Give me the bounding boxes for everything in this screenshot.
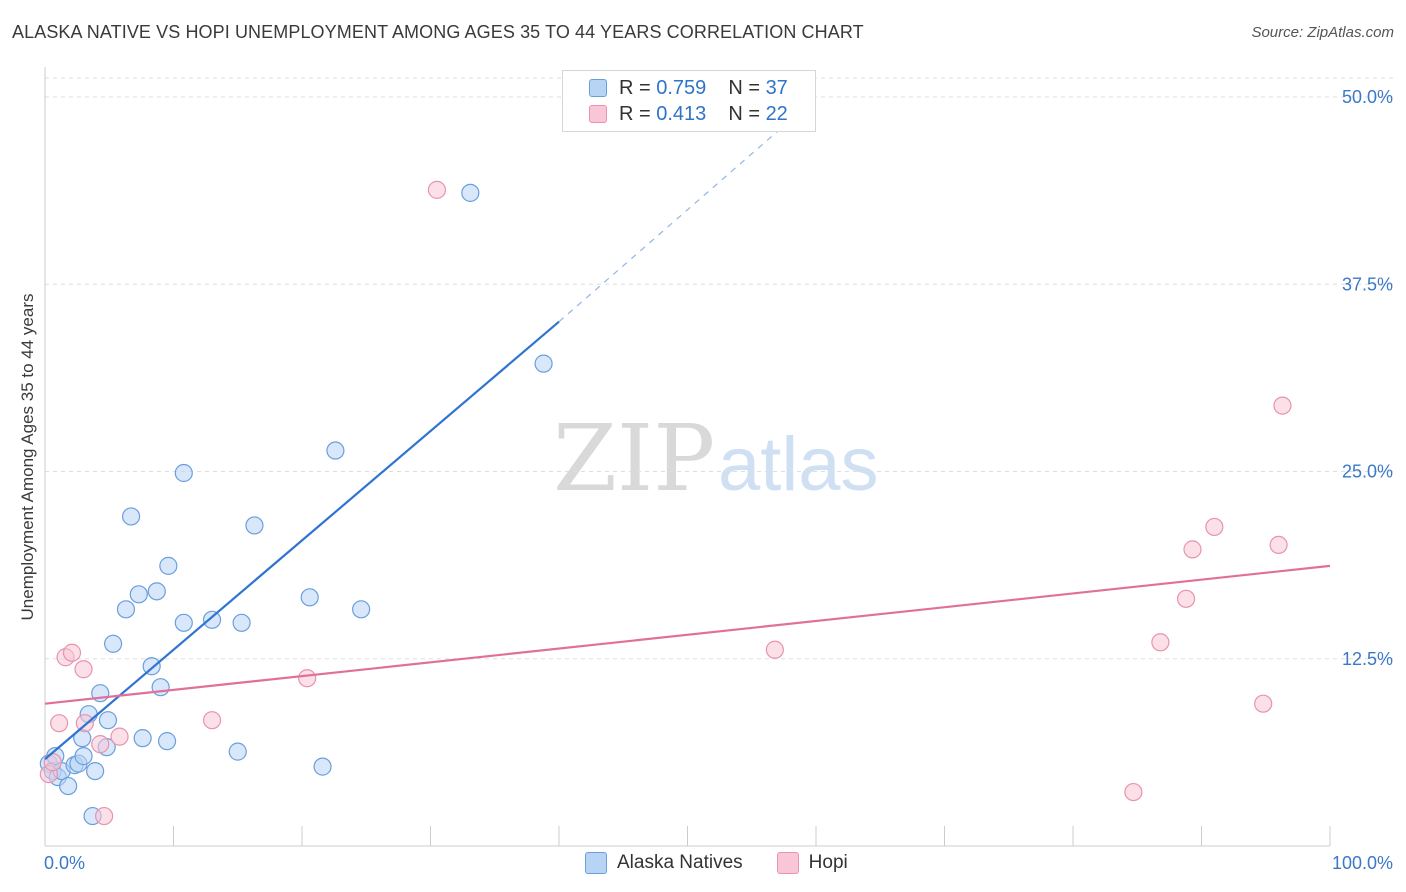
hopi-n-label: N = xyxy=(728,102,760,125)
alaska-n-label: N = xyxy=(728,76,760,99)
alaska-point xyxy=(104,634,123,653)
legend-row-hopi: R = 0.413 N = 22 xyxy=(589,102,788,126)
alaska-point xyxy=(98,711,118,730)
y-tick-label: 50.0% xyxy=(1342,87,1393,107)
hopi-point xyxy=(110,727,129,746)
alaska-r-value: 0.759 xyxy=(656,76,707,99)
hopi-point xyxy=(43,753,62,772)
source-label: Source: ZipAtlas.com xyxy=(1251,24,1394,41)
hopi-point xyxy=(298,669,317,688)
alaska-point xyxy=(228,742,247,761)
hopi-point xyxy=(1151,633,1170,652)
alaska-point xyxy=(245,516,264,535)
hopi-legend-label: Hopi xyxy=(808,852,848,873)
alaska-point xyxy=(129,585,148,604)
y-tick-label: 12.5% xyxy=(1342,649,1393,669)
alaska-point xyxy=(461,183,480,202)
hopi-point xyxy=(427,180,447,199)
hopi-swatch xyxy=(589,105,607,123)
alaska-point xyxy=(300,588,319,607)
alaska-point xyxy=(142,657,161,676)
hopi-point xyxy=(1183,540,1202,559)
watermark-zip: ZIP xyxy=(553,405,715,512)
alaska-point xyxy=(159,556,178,575)
correlation-legend: R = 0.759 N = 37 R = 0.413 N = 22 xyxy=(562,70,816,132)
alaska-point xyxy=(147,582,166,601)
legend-item-hopi: Hopi xyxy=(776,852,848,874)
series-legend: Alaska Natives Hopi xyxy=(585,852,882,874)
alaska-point xyxy=(174,613,193,632)
alaska-point xyxy=(157,732,177,751)
hopi-point xyxy=(202,711,222,730)
x-tick-label-max: 100.0% xyxy=(1332,853,1393,873)
alaska-point xyxy=(133,729,152,748)
alaska-point xyxy=(86,761,105,781)
hopi-point xyxy=(1269,535,1288,555)
alaska-point xyxy=(174,463,193,483)
hopi-point xyxy=(1176,589,1196,608)
hopi-point xyxy=(95,806,114,826)
chart-title: ALASKA NATIVE VS HOPI UNEMPLOYMENT AMONG… xyxy=(12,22,864,42)
legend-item-alaska: Alaska Natives xyxy=(585,852,743,874)
hopi-r-label: R = xyxy=(619,102,651,125)
alaska-point xyxy=(232,613,251,632)
alaska-point xyxy=(151,678,170,697)
alaska-r-label: R = xyxy=(619,76,651,99)
hopi-point xyxy=(1254,694,1273,713)
alaska-legend-label: Alaska Natives xyxy=(617,852,743,873)
alaska-legend-swatch xyxy=(585,852,607,874)
alaska-point xyxy=(202,610,222,629)
alaska-point xyxy=(352,600,371,619)
y-tick-label: 25.0% xyxy=(1342,462,1393,482)
alaska-swatch xyxy=(589,79,607,97)
alaska-point xyxy=(121,507,141,526)
x-tick-label-min: 0.0% xyxy=(44,853,85,873)
hopi-point xyxy=(50,714,69,733)
hopi-point xyxy=(1205,517,1224,537)
alaska-n-value: 37 xyxy=(765,76,788,99)
hopi-point xyxy=(1273,396,1292,415)
alaska-point xyxy=(116,600,136,619)
hopi-point xyxy=(62,643,82,662)
hopi-point xyxy=(74,660,93,679)
alaska-point xyxy=(313,757,332,776)
hopi-trend-line xyxy=(44,564,1331,705)
alaska-point xyxy=(59,776,78,796)
hopi-n-value: 22 xyxy=(765,102,788,125)
legend-row-alaska: R = 0.759 N = 37 xyxy=(589,76,788,100)
hopi-legend-swatch xyxy=(776,852,799,874)
alaska-point xyxy=(534,354,553,373)
alaska-trend-extension xyxy=(558,108,804,323)
hopi-r-value: 0.413 xyxy=(656,102,707,125)
y-tick-label: 37.5% xyxy=(1342,274,1393,294)
hopi-point xyxy=(765,640,784,659)
hopi-point xyxy=(91,735,110,754)
y-axis-label: Unemployment Among Ages 35 to 44 years xyxy=(18,293,37,621)
hopi-point xyxy=(1124,782,1143,802)
alaska-trend-line xyxy=(44,320,560,760)
alaska-point xyxy=(326,441,345,460)
watermark-atlas: atlas xyxy=(718,422,879,507)
alaska-point xyxy=(74,747,93,766)
